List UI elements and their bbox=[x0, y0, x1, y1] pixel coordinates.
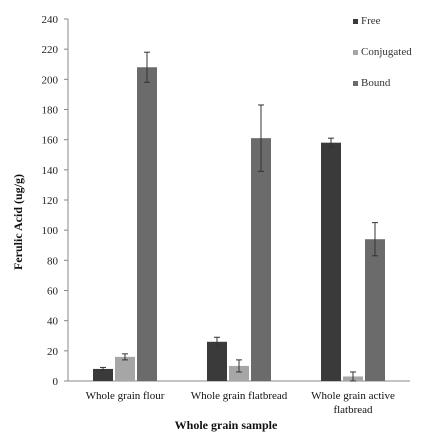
legend-label-free: Free bbox=[361, 15, 381, 27]
x-axis-title: Whole grain sample bbox=[175, 418, 278, 432]
y-tick-label: 80 bbox=[47, 255, 59, 267]
y-tick-label: 120 bbox=[42, 195, 59, 207]
y-tick-label: 100 bbox=[42, 225, 59, 237]
bar-bound-2 bbox=[365, 239, 385, 381]
legend-label-bound: Bound bbox=[361, 77, 391, 89]
y-tick-label: 180 bbox=[42, 105, 59, 117]
y-tick-label: 240 bbox=[42, 14, 59, 26]
error-bar bbox=[122, 353, 128, 361]
y-tick-label: 140 bbox=[42, 165, 59, 177]
error-bar bbox=[328, 137, 334, 148]
error-bar bbox=[236, 359, 242, 373]
bar-free-1 bbox=[207, 341, 227, 381]
category-label: Whole grain active flatbread bbox=[311, 390, 395, 416]
y-tick-label: 40 bbox=[47, 316, 59, 328]
legend: Free Conjugated Bound bbox=[353, 15, 412, 89]
category-label: Whole grain flour bbox=[86, 390, 165, 402]
legend-swatch-bound bbox=[353, 81, 358, 86]
y-tick-label: 160 bbox=[42, 135, 59, 147]
bar-bound-0 bbox=[137, 67, 157, 382]
bar-bound-1 bbox=[251, 138, 271, 381]
bar-conjugated-1 bbox=[229, 365, 249, 381]
error-bar bbox=[372, 222, 378, 257]
legend-label-conjugated: Conjugated bbox=[361, 46, 412, 58]
y-tick-label: 20 bbox=[47, 346, 59, 358]
y-axis-title: Ferulic Acid (ug/g) bbox=[11, 174, 25, 270]
legend-swatch-free bbox=[353, 19, 358, 24]
error-bar bbox=[350, 371, 356, 382]
y-tick-label: 0 bbox=[53, 376, 59, 388]
y-tick-label: 60 bbox=[47, 286, 59, 298]
bar-free-0 bbox=[93, 368, 113, 381]
error-bar bbox=[144, 51, 150, 83]
error-bar bbox=[214, 336, 220, 347]
error-bar bbox=[100, 366, 106, 371]
bar-free-2 bbox=[321, 142, 341, 381]
error-bar bbox=[258, 104, 264, 172]
y-tick-label: 200 bbox=[42, 74, 59, 86]
category-label: Whole grain flatbread bbox=[191, 390, 288, 402]
y-tick-label: 220 bbox=[42, 44, 59, 56]
legend-swatch-conjugated bbox=[353, 50, 358, 55]
bar-conjugated-0 bbox=[115, 356, 135, 381]
